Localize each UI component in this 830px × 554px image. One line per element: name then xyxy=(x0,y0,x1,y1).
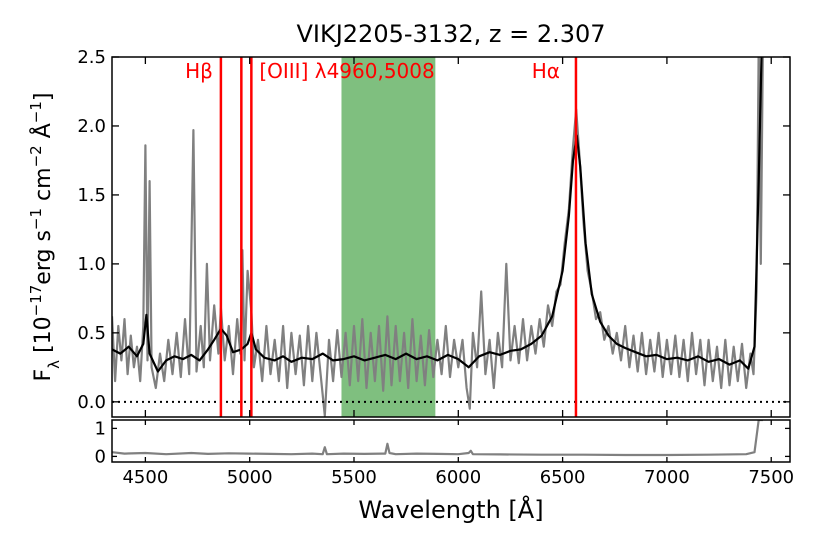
plot-area xyxy=(112,420,763,457)
y-tick-label: 1.5 xyxy=(77,185,106,206)
y-axis-label: Fλ [10−17erg s−1 cm−2 Å−1] xyxy=(27,93,63,382)
x-axis-label: Wavelength [Å] xyxy=(358,495,543,524)
x-tick-label: 6000 xyxy=(435,467,481,488)
y-tick-label: 0.0 xyxy=(77,392,106,413)
chart-title: VIKJ2205-3132, z = 2.307 xyxy=(296,20,605,48)
annotation: [OIII] λ4960,5008 xyxy=(259,59,434,83)
y-label-part: [10 xyxy=(31,316,56,360)
y-label-part: Å xyxy=(29,123,56,145)
y-tick-label: 0.5 xyxy=(77,323,106,344)
x-tick-label: 7000 xyxy=(644,467,690,488)
plot-area xyxy=(112,57,790,417)
y-label-part: erg s xyxy=(31,230,56,285)
y-label-part: λ xyxy=(45,360,63,369)
y-tick-label: 2.5 xyxy=(77,47,106,68)
y-tick-label: 1.0 xyxy=(77,254,106,275)
x-tick-label: 6500 xyxy=(540,467,586,488)
x-tick-label: 4500 xyxy=(122,467,168,488)
y-tick-label: 0 xyxy=(95,446,106,467)
spectrum-line xyxy=(112,420,763,457)
frame xyxy=(111,419,791,463)
highlight-band xyxy=(341,57,436,417)
y-tick-label: 2.0 xyxy=(77,116,106,137)
y-label-part: cm xyxy=(31,167,56,208)
x-tick-label: 5000 xyxy=(227,467,273,488)
y-tick-label: 1 xyxy=(95,418,106,439)
y-label-part: F xyxy=(31,369,56,382)
frame xyxy=(111,56,791,418)
y-label-part: −1 xyxy=(27,208,45,230)
annotation: Hβ xyxy=(185,59,213,83)
y-label-part: −17 xyxy=(27,285,45,317)
spectrum-line xyxy=(112,57,764,417)
y-label-part: ] xyxy=(31,93,56,102)
x-tick-label: 5500 xyxy=(331,467,377,488)
spectrum-line xyxy=(112,57,763,373)
y-label-part: −1 xyxy=(27,101,45,123)
y-label-part: −2 xyxy=(27,145,45,167)
annotation: Hα xyxy=(532,59,560,83)
x-tick-label: 7500 xyxy=(748,467,794,488)
